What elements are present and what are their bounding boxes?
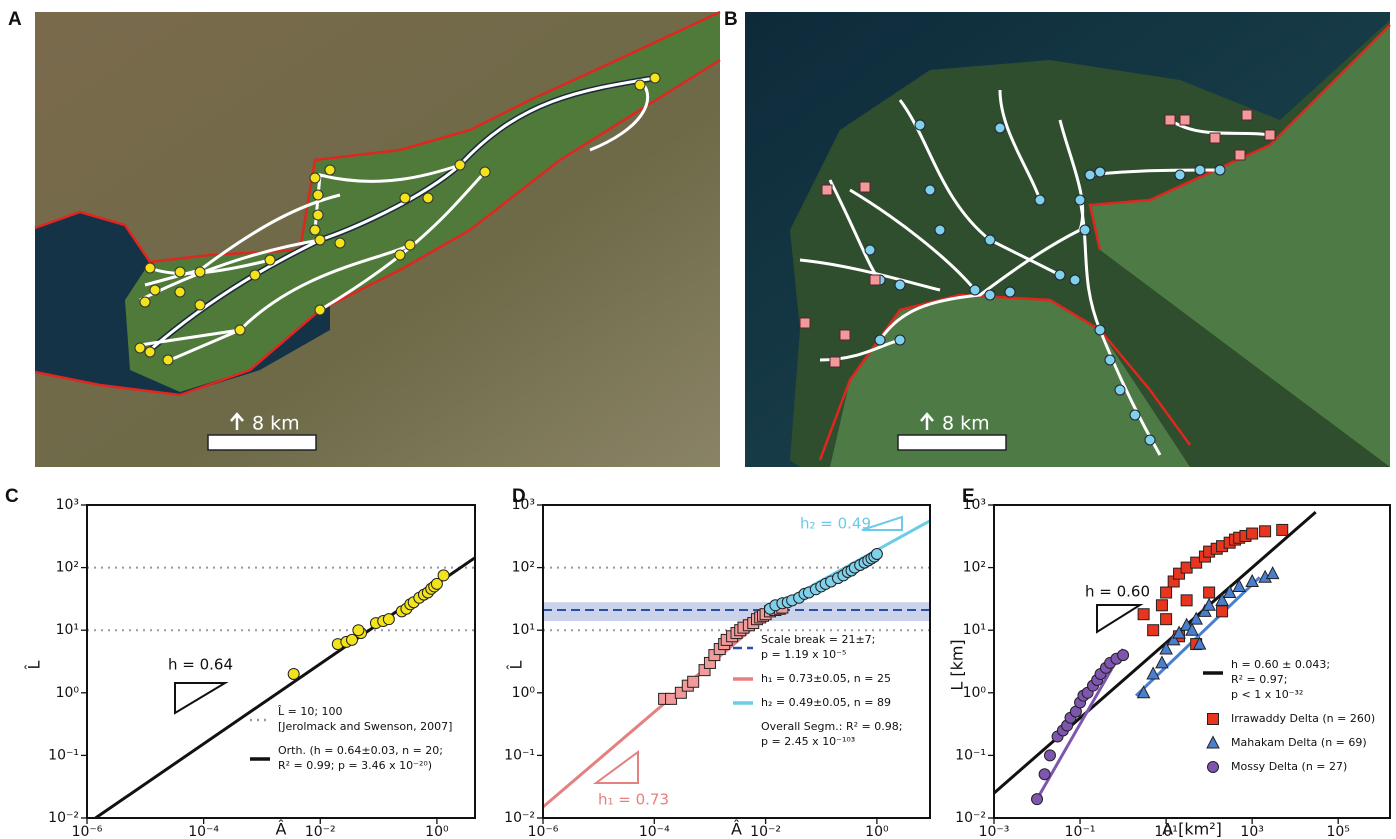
x-tick-label: 10⁵ bbox=[1326, 824, 1349, 839]
y-axis-label: L̂ bbox=[507, 660, 526, 670]
legend-text: h₁ = 0.73±0.05, n = 25 bbox=[761, 672, 891, 685]
x-tick-label: 10⁻³ bbox=[979, 824, 1010, 839]
legend-text: R² = 0.99; p = 3.46 x 10⁻²⁰) bbox=[278, 759, 432, 772]
legend-text: Scale break = 21±7; bbox=[761, 633, 875, 646]
y-tick-label: 10⁰ bbox=[963, 685, 987, 701]
marker-circle bbox=[1118, 650, 1129, 661]
legend-text: L̂ = 10; 100 bbox=[277, 705, 342, 718]
x-tick-label: 10⁻² bbox=[305, 824, 336, 839]
fit-line bbox=[994, 512, 1316, 793]
marker-square bbox=[1217, 606, 1228, 617]
x-axis-label: Â bbox=[276, 820, 287, 839]
marker-square bbox=[1161, 587, 1172, 598]
slope-label: h₂ = 0.49 bbox=[800, 515, 871, 533]
figure: 8 km A bbox=[0, 0, 1396, 839]
error-band bbox=[543, 602, 930, 621]
marker-circle bbox=[1039, 769, 1050, 780]
plot-area bbox=[87, 558, 475, 818]
x-tick-label: 10⁻⁴ bbox=[639, 824, 670, 839]
y-tick-label: 10² bbox=[963, 560, 986, 576]
x-axis-label: Â bbox=[731, 820, 742, 839]
x-tick-label: 10¹ bbox=[1154, 824, 1177, 839]
marker-triangle bbox=[1156, 656, 1168, 668]
y-tick-label: 10² bbox=[56, 560, 79, 576]
marker-square bbox=[1204, 587, 1215, 598]
legend-text: h = 0.60 ± 0.043; bbox=[1231, 658, 1330, 671]
legend-text: Orth. (h = 0.64±0.03, n = 20; bbox=[278, 744, 443, 757]
panel-label: A bbox=[8, 9, 22, 30]
marker-square bbox=[1247, 528, 1258, 539]
slope-triangle bbox=[1097, 605, 1140, 632]
y-tick-label: 10³ bbox=[512, 497, 535, 513]
plot-area bbox=[543, 521, 930, 807]
marker-square bbox=[1181, 595, 1192, 606]
legend-text: h₂ = 0.49±0.05, n = 89 bbox=[761, 696, 891, 709]
marker-circle bbox=[353, 625, 364, 636]
panel-label: B bbox=[724, 9, 738, 30]
y-tick-label: 10⁻¹ bbox=[955, 747, 986, 763]
y-axis-label: L̂ bbox=[25, 660, 44, 670]
y-tick-label: 10⁻² bbox=[955, 810, 986, 826]
y-tick-label: 10⁻¹ bbox=[48, 747, 79, 763]
marker-square bbox=[1156, 600, 1167, 611]
y-tick-label: 10¹ bbox=[56, 622, 79, 638]
x-tick-label: 10⁻² bbox=[750, 824, 781, 839]
slope-label: h = 0.64 bbox=[168, 656, 233, 674]
marker-square bbox=[1148, 625, 1159, 636]
x-tick-label: 10⁰ bbox=[865, 824, 889, 839]
legend-text: [Jerolmack and Swenson, 2007] bbox=[278, 720, 452, 733]
marker-circle bbox=[871, 548, 882, 559]
legend-marker bbox=[1208, 762, 1219, 773]
scale-label: 8 km bbox=[942, 413, 990, 435]
y-tick-label: 10⁻² bbox=[504, 810, 535, 826]
marker-square bbox=[1161, 614, 1172, 625]
legend-marker bbox=[1207, 737, 1219, 749]
y-tick-label: 10² bbox=[512, 560, 535, 576]
marker-circle bbox=[288, 668, 299, 679]
marker-circle bbox=[383, 614, 394, 625]
marker-square bbox=[1260, 526, 1271, 537]
legend-text: Irrawaddy Delta (n = 260) bbox=[1231, 712, 1375, 725]
x-tick-label: 10⁻⁶ bbox=[528, 824, 559, 839]
x-tick-label: 10⁻⁴ bbox=[188, 824, 219, 839]
legend-text: Mossy Delta (n = 27) bbox=[1231, 760, 1347, 773]
x-tick-label: 10³ bbox=[1240, 824, 1263, 839]
marker-triangle bbox=[1267, 567, 1279, 579]
map-a: 8 km A bbox=[8, 9, 720, 467]
marker-circle bbox=[1044, 750, 1055, 761]
legend-text: p = 1.19 x 10⁻⁵ bbox=[761, 648, 846, 661]
marker-square bbox=[1277, 524, 1288, 535]
y-axis-label: L [km] bbox=[948, 639, 967, 690]
x-tick-label: 10⁻¹ bbox=[1065, 824, 1096, 839]
legend-note: p = 2.45 x 10⁻¹⁰³ bbox=[761, 735, 855, 748]
panel-label: C bbox=[5, 486, 19, 507]
slope-label: h₁ = 0.73 bbox=[598, 791, 669, 809]
marker-circle bbox=[1032, 794, 1043, 805]
y-tick-label: 10⁻¹ bbox=[504, 747, 535, 763]
marker-square bbox=[688, 676, 699, 687]
legend-note: Overall Segm.: R² = 0.98; bbox=[761, 720, 902, 733]
x-tick-label: 10⁻⁶ bbox=[72, 824, 103, 839]
slope-triangle bbox=[175, 683, 225, 713]
marker-square bbox=[1138, 609, 1149, 620]
y-tick-label: 10³ bbox=[56, 497, 79, 513]
legend-marker bbox=[1208, 714, 1219, 725]
legend-text: p < 1 x 10⁻³² bbox=[1231, 688, 1303, 701]
marker-circle bbox=[438, 570, 449, 581]
y-tick-label: 10³ bbox=[963, 497, 986, 513]
y-tick-label: 10¹ bbox=[963, 622, 986, 638]
map-b: 8 km B bbox=[724, 9, 1390, 467]
legend-text: Mahakam Delta (n = 69) bbox=[1231, 736, 1367, 749]
y-tick-label: 10¹ bbox=[512, 622, 535, 638]
x-tick-label: 10⁰ bbox=[425, 824, 449, 839]
slope-label: h = 0.60 bbox=[1085, 583, 1150, 601]
y-tick-label: 10⁰ bbox=[56, 685, 80, 701]
scale-label: 8 km bbox=[252, 413, 300, 435]
legend-text: R² = 0.97; bbox=[1231, 673, 1287, 686]
y-tick-label: 10⁻² bbox=[48, 810, 79, 826]
y-tick-label: 10⁰ bbox=[512, 685, 536, 701]
